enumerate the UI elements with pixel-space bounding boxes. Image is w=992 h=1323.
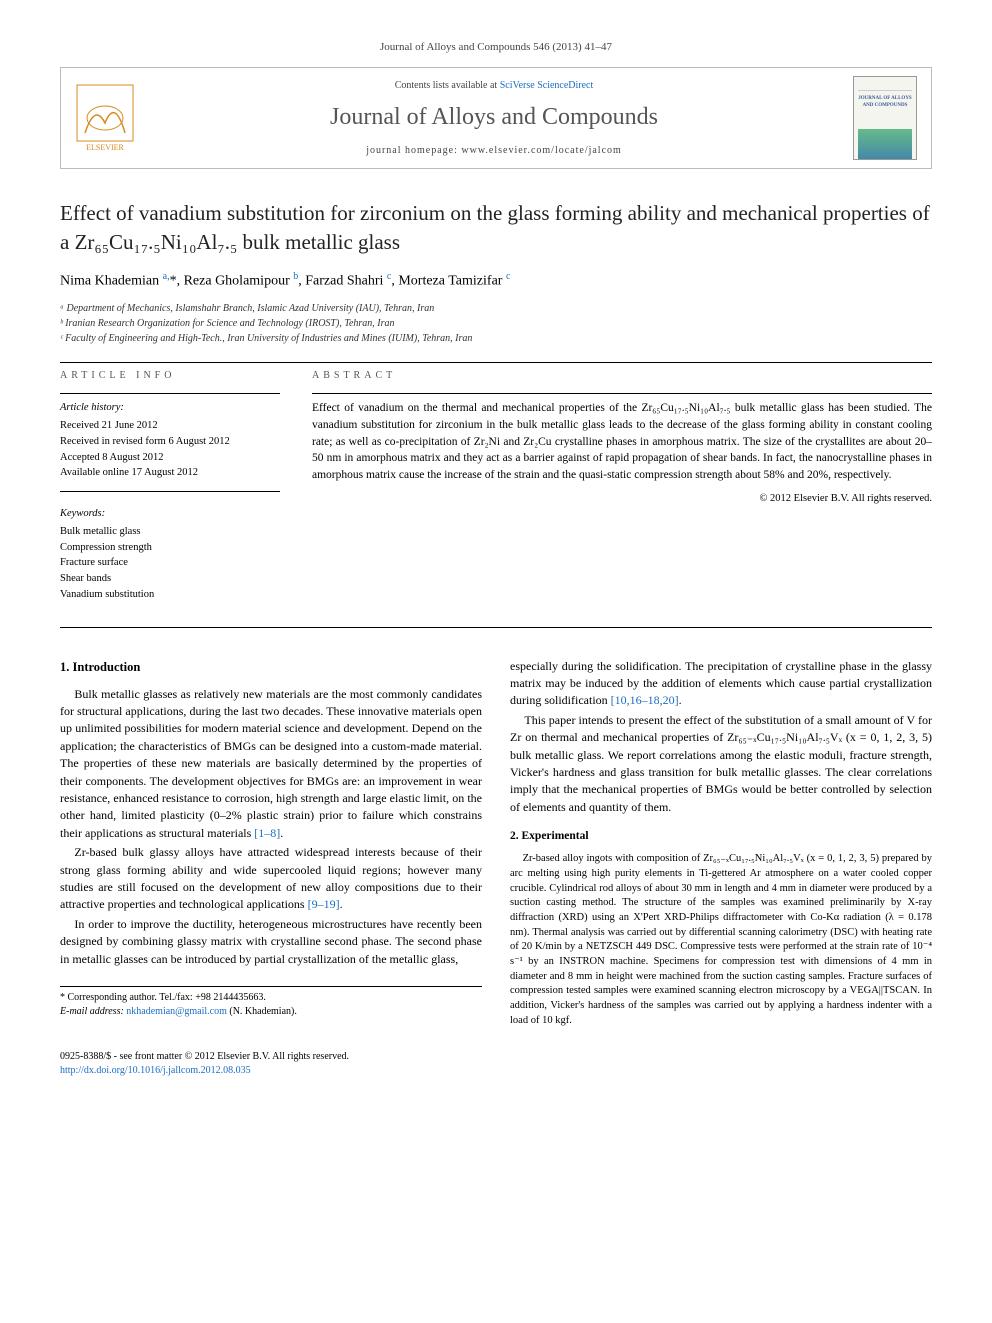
contents-link[interactable]: SciVerse ScienceDirect — [500, 80, 594, 91]
journal-name: Journal of Alloys and Compounds — [151, 101, 837, 135]
affiliations: ᵃ Department of Mechanics, Islamshahr Br… — [60, 301, 932, 346]
abstract-column: abstract Effect of vanadium on the therm… — [312, 369, 932, 602]
corresponding-line: * Corresponding author. Tel./fax: +98 21… — [60, 991, 482, 1005]
keywords-rule — [60, 491, 280, 492]
keyword: Shear bands — [60, 571, 280, 587]
text: Zr-based bulk glassy alloys have attract… — [60, 845, 482, 911]
elsevier-logo: ELSEVIER — [75, 83, 135, 153]
col2-paragraph: This paper intends to present the effect… — [510, 712, 932, 816]
email-suffix: (N. Khademian). — [227, 1006, 297, 1017]
history-line: Received 21 June 2012 — [60, 418, 280, 434]
corresponding-footnote: * Corresponding author. Tel./fax: +98 21… — [60, 986, 482, 1019]
rule-top — [60, 362, 932, 363]
info-rule — [60, 393, 280, 394]
intro-heading: 1. Introduction — [60, 658, 482, 676]
keywords-block: Keywords: Bulk metallic glass Compressio… — [60, 506, 280, 603]
intro-paragraph: Bulk metallic glasses as relatively new … — [60, 686, 482, 843]
email-line: E-mail address: nkhademian@gmail.com (N.… — [60, 1005, 482, 1019]
email-link[interactable]: nkhademian@gmail.com — [126, 1006, 227, 1017]
svg-text:ELSEVIER: ELSEVIER — [86, 143, 124, 152]
body-text: 1. Introduction Bulk metallic glasses as… — [60, 658, 932, 1031]
doi-link[interactable]: http://dx.doi.org/10.1016/j.jallcom.2012… — [60, 1065, 251, 1076]
abstract-text: Effect of vanadium on the thermal and me… — [312, 400, 932, 483]
intro-paragraph: In order to improve the ductility, heter… — [60, 916, 482, 968]
journal-cover-thumb: JOURNAL OF ALLOYS AND COMPOUNDS — [853, 76, 917, 160]
contents-prefix: Contents lists available at — [395, 80, 500, 91]
homepage-line: journal homepage: www.elsevier.com/locat… — [151, 144, 837, 158]
footer-meta: 0925-8388/$ - see front matter © 2012 El… — [60, 1050, 932, 1078]
info-abstract-row: article info Article history: Received 2… — [60, 369, 932, 602]
issn-line: 0925-8388/$ - see front matter © 2012 El… — [60, 1050, 932, 1064]
history-line: Available online 17 August 2012 — [60, 465, 280, 481]
keyword: Bulk metallic glass — [60, 524, 280, 540]
homepage-prefix: journal homepage: — [366, 145, 461, 156]
keyword: Compression strength — [60, 540, 280, 556]
intro-paragraph: Zr-based bulk glassy alloys have attract… — [60, 844, 482, 914]
col2-paragraph: especially during the solidification. Th… — [510, 658, 932, 710]
homepage-url[interactable]: www.elsevier.com/locate/jalcom — [461, 145, 621, 156]
keyword: Fracture surface — [60, 555, 280, 571]
article-info-column: article info Article history: Received 2… — [60, 369, 280, 602]
article-info-label: article info — [60, 369, 280, 387]
article-history: Article history: Received 21 June 2012 R… — [60, 400, 280, 481]
text: especially during the solidification. Th… — [510, 659, 932, 708]
history-title: Article history: — [60, 400, 280, 416]
citation-ref[interactable]: [10,16–18,20] — [611, 693, 679, 707]
experimental-paragraph: Zr-based alloy ingots with composition o… — [510, 852, 932, 1028]
author-list: Nima Khademian a,*, Reza Gholamipour b, … — [60, 270, 932, 291]
experimental-section: 2. Experimental Zr-based alloy ingots wi… — [510, 828, 932, 1028]
citation-ref[interactable]: [1–8] — [254, 826, 280, 840]
history-line: Accepted 8 August 2012 — [60, 450, 280, 466]
article-title: Effect of vanadium substitution for zirc… — [60, 199, 932, 256]
header-citation: Journal of Alloys and Compounds 546 (201… — [60, 40, 932, 55]
text: Bulk metallic glasses as relatively new … — [60, 687, 482, 840]
contents-line: Contents lists available at SciVerse Sci… — [151, 79, 837, 93]
keyword: Vanadium substitution — [60, 587, 280, 603]
abstract-rule — [312, 393, 932, 394]
experimental-heading: 2. Experimental — [510, 828, 932, 844]
banner-center: Contents lists available at SciVerse Sci… — [151, 79, 837, 159]
keywords-title: Keywords: — [60, 506, 280, 522]
journal-banner: ELSEVIER Contents lists available at Sci… — [60, 67, 932, 169]
email-label: E-mail address: — [60, 1006, 126, 1017]
citation-ref[interactable]: [9–19] — [308, 897, 340, 911]
rule-bottom — [60, 627, 932, 628]
abstract-copyright: © 2012 Elsevier B.V. All rights reserved… — [312, 492, 932, 507]
history-line: Received in revised form 6 August 2012 — [60, 434, 280, 450]
abstract-label: abstract — [312, 369, 932, 387]
